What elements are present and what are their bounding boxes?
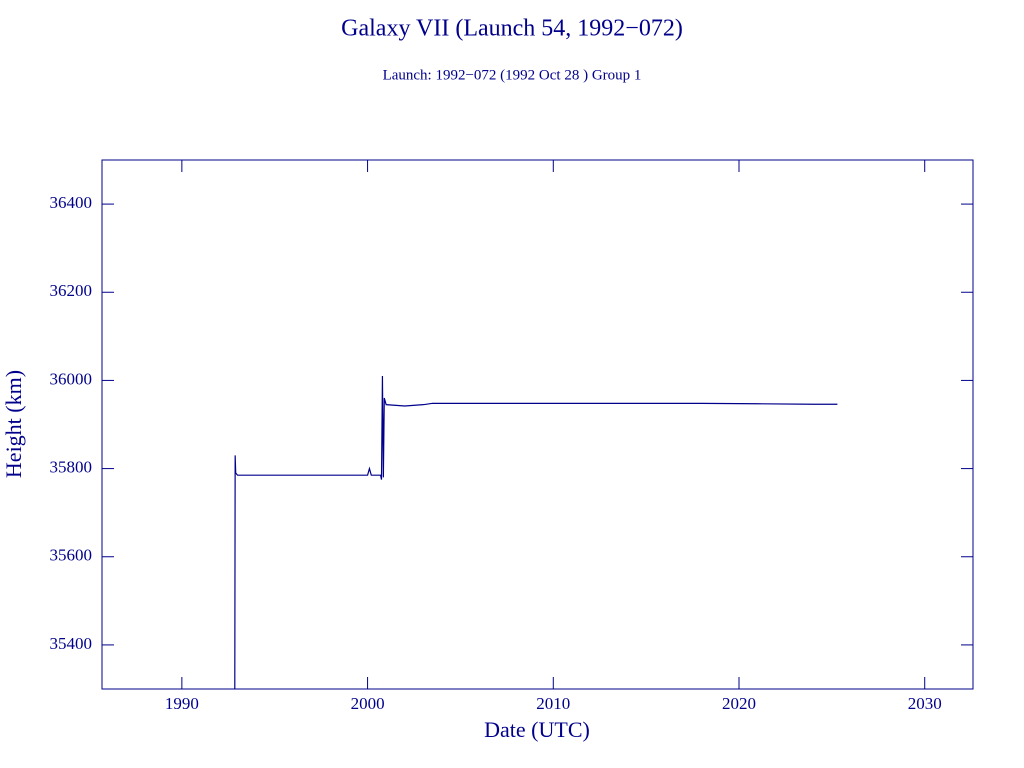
x-tick-label: 2000 xyxy=(351,694,385,713)
y-tick-label: 35600 xyxy=(50,546,93,565)
data-line xyxy=(234,376,838,690)
x-tick-label: 2020 xyxy=(722,694,756,713)
chart-subtitle: Launch: 1992−072 (1992 Oct 28 ) Group 1 xyxy=(383,67,642,83)
y-tick-label: 36200 xyxy=(50,281,93,300)
y-tick-label: 36400 xyxy=(50,193,93,212)
y-tick-label: 35800 xyxy=(50,457,93,476)
x-axis-label: Date (UTC) xyxy=(484,717,590,742)
plot-frame xyxy=(101,159,974,690)
x-tick-label: 1990 xyxy=(165,694,199,713)
y-tick-label: 35400 xyxy=(50,634,93,653)
x-tick-label: 2030 xyxy=(908,694,942,713)
chart-title: Galaxy VII (Launch 54, 1992−072) xyxy=(341,16,683,42)
y-tick-label: 36000 xyxy=(50,369,93,388)
x-tick-label: 2010 xyxy=(536,694,570,713)
y-axis-label: Height (km) xyxy=(1,370,26,478)
